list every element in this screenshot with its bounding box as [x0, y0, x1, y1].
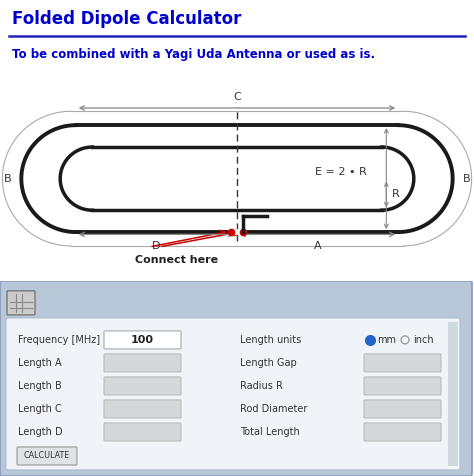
FancyBboxPatch shape	[6, 318, 460, 470]
FancyBboxPatch shape	[17, 447, 77, 465]
Text: inch: inch	[413, 335, 434, 345]
Text: B: B	[4, 174, 11, 184]
FancyBboxPatch shape	[104, 377, 181, 395]
FancyBboxPatch shape	[364, 423, 441, 441]
Text: Length A: Length A	[18, 358, 62, 368]
Text: B: B	[463, 174, 470, 184]
Text: Length D: Length D	[18, 427, 63, 437]
Text: Rod Diameter: Rod Diameter	[240, 404, 307, 414]
FancyBboxPatch shape	[104, 354, 181, 372]
Text: mm: mm	[377, 335, 396, 345]
Text: Length C: Length C	[18, 404, 62, 414]
Text: C: C	[233, 92, 241, 102]
Text: Radius R: Radius R	[240, 381, 283, 391]
Text: Connect here: Connect here	[135, 255, 218, 265]
FancyBboxPatch shape	[104, 400, 181, 418]
Text: Length Gap: Length Gap	[240, 358, 297, 368]
Text: E = 2 • R: E = 2 • R	[315, 167, 367, 177]
Text: D: D	[152, 241, 161, 251]
FancyBboxPatch shape	[364, 354, 441, 372]
FancyBboxPatch shape	[7, 291, 35, 315]
Text: A: A	[314, 241, 321, 251]
Text: R: R	[392, 189, 400, 199]
Text: Folded Dipole Calculator: Folded Dipole Calculator	[12, 10, 241, 28]
FancyBboxPatch shape	[364, 400, 441, 418]
FancyBboxPatch shape	[104, 423, 181, 441]
Text: Length B: Length B	[18, 381, 62, 391]
Bar	[448, 322, 458, 466]
FancyBboxPatch shape	[104, 331, 181, 349]
Text: 100: 100	[131, 335, 154, 345]
FancyBboxPatch shape	[364, 377, 441, 395]
FancyBboxPatch shape	[0, 281, 472, 476]
Text: To be combined with a Yagi Uda Antenna or used as is.: To be combined with a Yagi Uda Antenna o…	[12, 48, 375, 61]
Text: Length units: Length units	[240, 335, 301, 345]
Text: Frequency [MHz]: Frequency [MHz]	[18, 335, 100, 345]
Text: Total Length: Total Length	[240, 427, 300, 437]
Text: CALCULATE: CALCULATE	[24, 451, 70, 460]
